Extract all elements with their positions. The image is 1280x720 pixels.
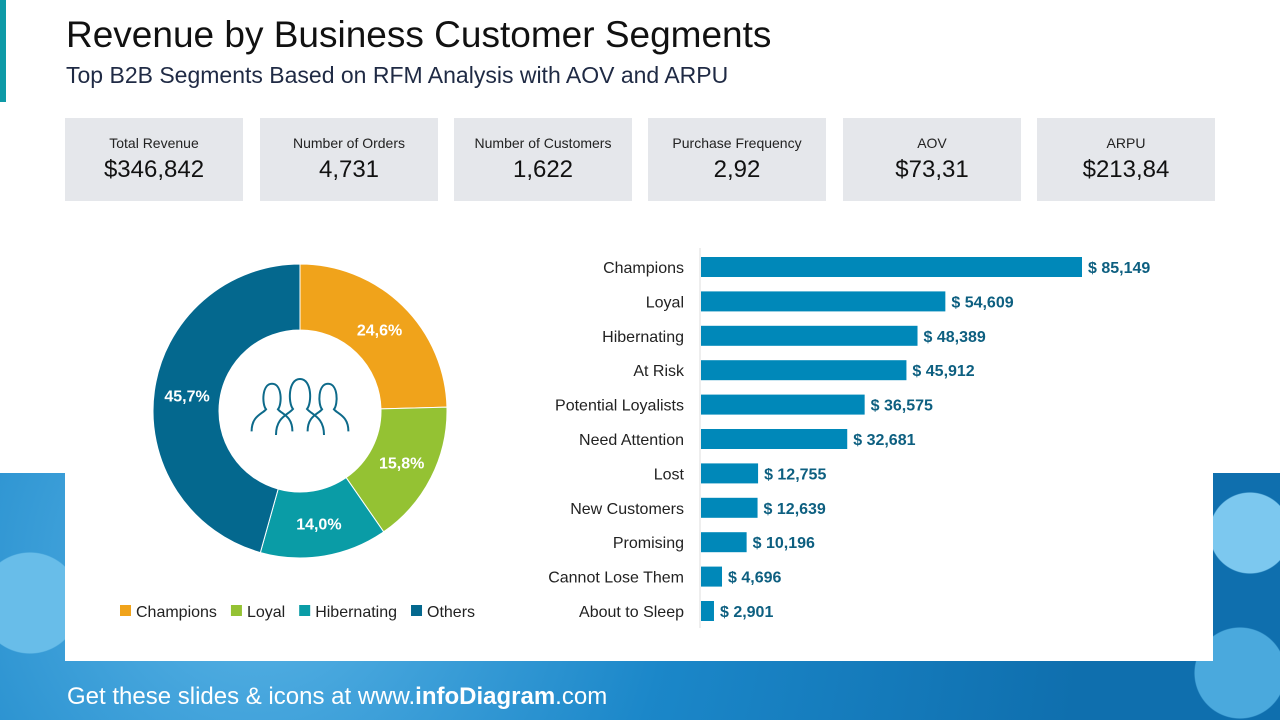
bar-category-label: New Customers — [570, 501, 684, 518]
bar-need-attention — [701, 429, 848, 449]
bar-potential-loyalists — [701, 394, 865, 415]
kpi-label: ARPU — [1106, 135, 1146, 151]
page-subtitle: Top B2B Segments Based on RFM Analysis w… — [66, 62, 729, 88]
donut-slice-others — [152, 263, 301, 554]
bar-category-label: Loyal — [646, 294, 684, 311]
bar-value-label: $ 85,149 — [1088, 260, 1150, 277]
kpi-value: $213,84 — [1082, 156, 1170, 183]
kpi-orders: Number of Orders 4,731 — [260, 118, 438, 201]
kpi-value: 2,92 — [713, 156, 761, 183]
footer-text: Get these slides & icons at www.infoDiag… — [67, 683, 607, 711]
kpi-frequency: Purchase Frequency 2,92 — [648, 118, 826, 201]
legend-label: Champions — [136, 604, 217, 621]
bar-lost — [701, 463, 759, 484]
legend-swatch — [299, 605, 311, 616]
bar-value-label: $ 4,696 — [728, 570, 781, 587]
kpi-value: $346,842 — [103, 156, 205, 183]
bar-new-customers — [701, 497, 758, 518]
bar-value-label: $ 36,575 — [871, 398, 933, 415]
legend-label: Loyal — [247, 604, 285, 621]
bar-category-label: Potential Loyalists — [555, 398, 684, 415]
kpi-aov: AOV $73,31 — [843, 118, 1021, 201]
legend-swatch — [120, 605, 131, 616]
bar-value-label: $ 2,901 — [720, 604, 773, 621]
people-group-icon — [250, 377, 350, 436]
kpi-label: Number of Orders — [292, 135, 406, 151]
kpi-label: AOV — [917, 135, 947, 151]
bar-about-to-sleep — [701, 601, 714, 621]
bar-category-label: Champions — [603, 260, 684, 277]
footer-pre: Get these slides & icons at www. — [67, 683, 416, 710]
bar-value-label: $ 12,755 — [764, 466, 826, 483]
bar-loyal — [701, 291, 946, 312]
donut-slice-champions — [299, 263, 448, 410]
footer-brand: infoDiagram — [415, 683, 556, 710]
kpi-value: 4,731 — [318, 156, 380, 183]
bar-category-label: At Risk — [633, 363, 685, 380]
bar-category-label: Need Attention — [579, 432, 684, 449]
kpi-label: Number of Customers — [474, 135, 612, 151]
bar-category-label: Lost — [654, 466, 685, 483]
accent-bar — [0, 0, 6, 102]
kpi-value: $73,31 — [895, 156, 969, 183]
bar-value-label: $ 10,196 — [753, 535, 815, 552]
legend-label: Others — [427, 604, 475, 621]
legend-label: Hibernating — [315, 604, 397, 621]
bar-category-label: About to Sleep — [579, 604, 684, 621]
legend-swatch — [411, 605, 423, 616]
donut-label: 15,8% — [379, 456, 424, 473]
bar-category-label: Cannot Lose Them — [548, 570, 684, 587]
donut-label: 24,6% — [357, 322, 402, 339]
donut-label: 45,7% — [164, 388, 209, 405]
bar-value-label: $ 12,639 — [764, 501, 826, 518]
bar-category-label: Promising — [613, 535, 684, 552]
bar-hibernating — [701, 325, 918, 346]
kpi-label: Purchase Frequency — [672, 135, 802, 151]
bar-value-label: $ 54,609 — [951, 294, 1013, 311]
kpi-customers: Number of Customers 1,622 — [454, 118, 632, 201]
kpi-value: 1,622 — [512, 156, 574, 183]
bar-category-label: Hibernating — [602, 329, 684, 346]
donut-label: 14,0% — [296, 516, 341, 533]
kpi-total-revenue: Total Revenue $346,842 — [65, 118, 243, 201]
bar-value-label: $ 45,912 — [912, 363, 974, 380]
bar-champions — [701, 257, 1082, 277]
bar-value-label: $ 32,681 — [853, 432, 915, 449]
bar-value-label: $ 48,389 — [924, 329, 986, 346]
bar-at-risk — [701, 360, 907, 381]
kpi-arpu: ARPU $213,84 — [1037, 118, 1215, 201]
footer-post: .com — [555, 683, 608, 710]
bar-promising — [701, 532, 747, 553]
bar-cannot-lose-them — [701, 566, 723, 587]
legend-swatch — [230, 605, 242, 616]
page-title: Revenue by Business Customer Segments — [66, 14, 772, 55]
kpi-label: Total Revenue — [109, 135, 199, 151]
